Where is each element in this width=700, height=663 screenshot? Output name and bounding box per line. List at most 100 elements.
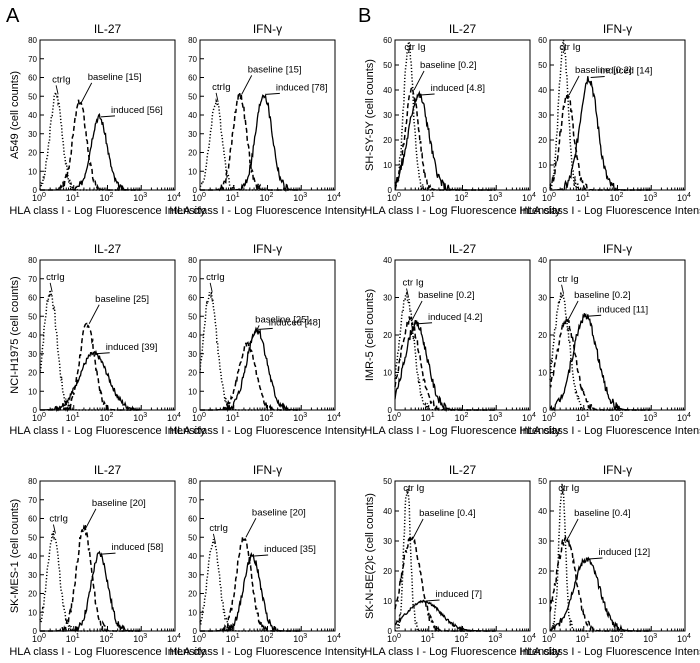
y-axis-label: IMR-5 (cell counts) [364,289,376,381]
chart-title: IL-27 [449,22,477,36]
x-tick-label: 100 [192,192,206,203]
y-tick-label: 60 [28,74,37,83]
x-tick-label: 102 [100,633,114,644]
series-label: baseline [20] [252,507,306,518]
y-tick-label: 20 [538,331,547,340]
chart-title: IFN-γ [603,22,632,36]
x-tick-label: 104 [677,412,691,423]
y-tick-label: 60 [538,36,547,45]
x-tick-label: 101 [226,412,240,423]
x-tick-label: 100 [542,412,556,423]
series-label: ctrIg [209,523,227,534]
label-arrow [52,524,56,534]
series-label: baseline [15] [88,72,142,83]
y-axis-label: SK-N-BE(2)c (cell counts) [364,493,376,619]
label-arrow [406,288,409,298]
series-ctrig [199,291,301,413]
label-arrow [413,70,425,91]
x-tick-label: 102 [610,412,624,423]
series-label: baseline [20] [92,498,146,509]
x-tick-label: 102 [610,633,624,644]
y-tick-label: 10 [538,369,547,378]
x-tick-label: 102 [610,192,624,203]
y-tick-label: 0 [33,627,38,636]
y-tick-label: 80 [28,477,37,486]
x-axis-label: HLA class I - Log Fluorescence Intensity [519,646,700,658]
y-tick-label: 40 [383,86,392,95]
y-tick-label: 0 [388,627,393,636]
series-label: ctr Ig [404,42,425,53]
plot-frame [549,39,686,191]
y-axis-label: NCI-H1975 (cell counts) [9,276,21,393]
panel-label-b: B [358,5,371,27]
series-label: induced [58] [112,542,164,553]
x-axis-label: HLA class I - Log Fluorescence Intensity [9,646,206,658]
y-tick-label: 30 [538,537,547,546]
y-tick-label: 20 [383,136,392,145]
label-arrow [567,300,579,321]
x-tick-label: 103 [488,192,502,203]
x-tick-label: 102 [455,192,469,203]
x-tick-label: 102 [260,412,274,423]
label-arrow [101,552,116,555]
x-tick-label: 101 [66,633,80,644]
label-arrow [81,82,93,103]
series-label: ctr Ig [558,483,579,494]
y-tick-label: 80 [28,256,37,265]
chart-A6: IFN-γ HLA class I - Log Fluorescence Inte… [169,463,366,658]
y-tick-label: 60 [383,36,392,45]
label-arrow [209,282,213,292]
y-tick-label: 40 [28,552,37,561]
label-arrow [590,76,605,78]
series-label: ctr Ig [559,42,580,53]
y-tick-label: 40 [188,331,197,340]
y-tick-label: 50 [188,92,197,101]
label-arrow [411,300,423,321]
x-tick-label: 103 [133,192,147,203]
y-axis-label: SH-SY-5Y (cell counts) [364,59,376,171]
label-arrow [568,75,580,96]
label-arrow [567,518,579,539]
series-ctrig [199,97,301,192]
series-induced [549,313,651,412]
y-tick-label: 0 [33,186,38,195]
x-axis-label: HLA class I - Log Fluorescence Intensity [364,646,561,658]
x-tick-label: 101 [576,192,590,203]
x-tick-label: 102 [455,633,469,644]
x-tick-label: 100 [32,412,46,423]
x-tick-label: 104 [522,412,536,423]
chart-title: IFN-γ [253,22,282,36]
x-tick-label: 104 [167,192,181,203]
series-baseline [394,85,496,192]
x-axis-label: HLA class I - Log Fluorescence Intensity [519,425,700,437]
chart-title: IL-27 [94,463,122,477]
x-tick-label: 103 [293,633,307,644]
series-induced [40,113,141,192]
y-tick-label: 10 [383,161,392,170]
label-arrow [100,115,116,118]
y-tick-label: 70 [188,55,197,64]
y-tick-label: 20 [188,149,197,158]
x-tick-label: 102 [455,412,469,423]
series-baseline [549,535,651,634]
x-tick-label: 104 [167,633,181,644]
series-induced [550,76,651,191]
y-tick-label: 80 [188,477,197,486]
y-tick-label: 40 [383,507,392,516]
y-tick-label: 20 [188,369,197,378]
series-label: induced [11] [597,304,648,315]
chart-B3: IL-27 IMR-5 (cell counts) HLA class I - Lo… [364,242,561,437]
x-tick-label: 103 [643,412,657,423]
label-arrow [420,93,435,96]
x-axis-label: HLA class I - Log Fluorescence Intensity [169,205,366,217]
y-tick-label: 30 [383,537,392,546]
plot-frame [394,480,531,632]
label-arrow [418,322,433,325]
y-tick-label: 40 [28,111,37,120]
x-tick-label: 101 [421,192,435,203]
y-tick-label: 10 [538,597,547,606]
chart-title: IFN-γ [603,242,632,256]
series-ctr-ig [549,40,651,193]
label-arrow [49,282,53,292]
y-tick-label: 0 [543,186,548,195]
